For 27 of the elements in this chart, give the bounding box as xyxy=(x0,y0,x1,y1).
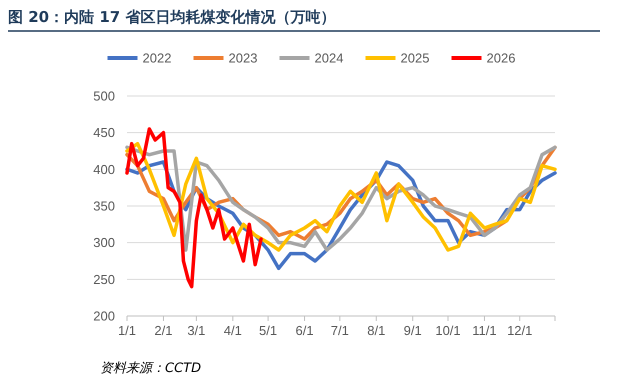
x-tick-label: 7/1 xyxy=(330,323,349,338)
y-tick-label: 450 xyxy=(93,125,115,140)
x-tick-label: 8/1 xyxy=(367,323,386,338)
legend-label: 2026 xyxy=(486,50,516,66)
chart-title: 图 20：内陆 17 省区日均耗煤变化情况（万吨） xyxy=(8,8,336,26)
x-tick-label: 5/1 xyxy=(259,323,278,338)
x-tick-label: 12/1 xyxy=(507,323,532,338)
x-tick-label: 2/1 xyxy=(154,323,172,338)
x-tick-label: 6/1 xyxy=(296,323,314,338)
legend-label: 2022 xyxy=(142,50,172,66)
legend-label: 2023 xyxy=(228,50,258,66)
x-tick-label: 1/1 xyxy=(118,323,136,338)
x-tick-label: 10/1 xyxy=(435,323,461,338)
line-series xyxy=(125,127,263,288)
x-tick-label: 9/1 xyxy=(404,323,422,338)
text: 资料来源：CCTD xyxy=(100,361,202,376)
y-tick-label: 350 xyxy=(93,198,115,214)
y-tick-label: 300 xyxy=(93,235,115,250)
y-tick-label: 200 xyxy=(93,308,115,324)
y-tick-label: 500 xyxy=(93,88,115,104)
x-tick-label: 4/1 xyxy=(224,323,242,338)
y-tick-label: 400 xyxy=(93,162,115,177)
legend-label: 2025 xyxy=(400,50,430,66)
y-tick-label: 250 xyxy=(93,272,115,287)
legend-label: 2024 xyxy=(314,50,344,66)
x-tick-label: 3/1 xyxy=(187,323,206,338)
x-tick-label: 11/1 xyxy=(472,323,497,338)
